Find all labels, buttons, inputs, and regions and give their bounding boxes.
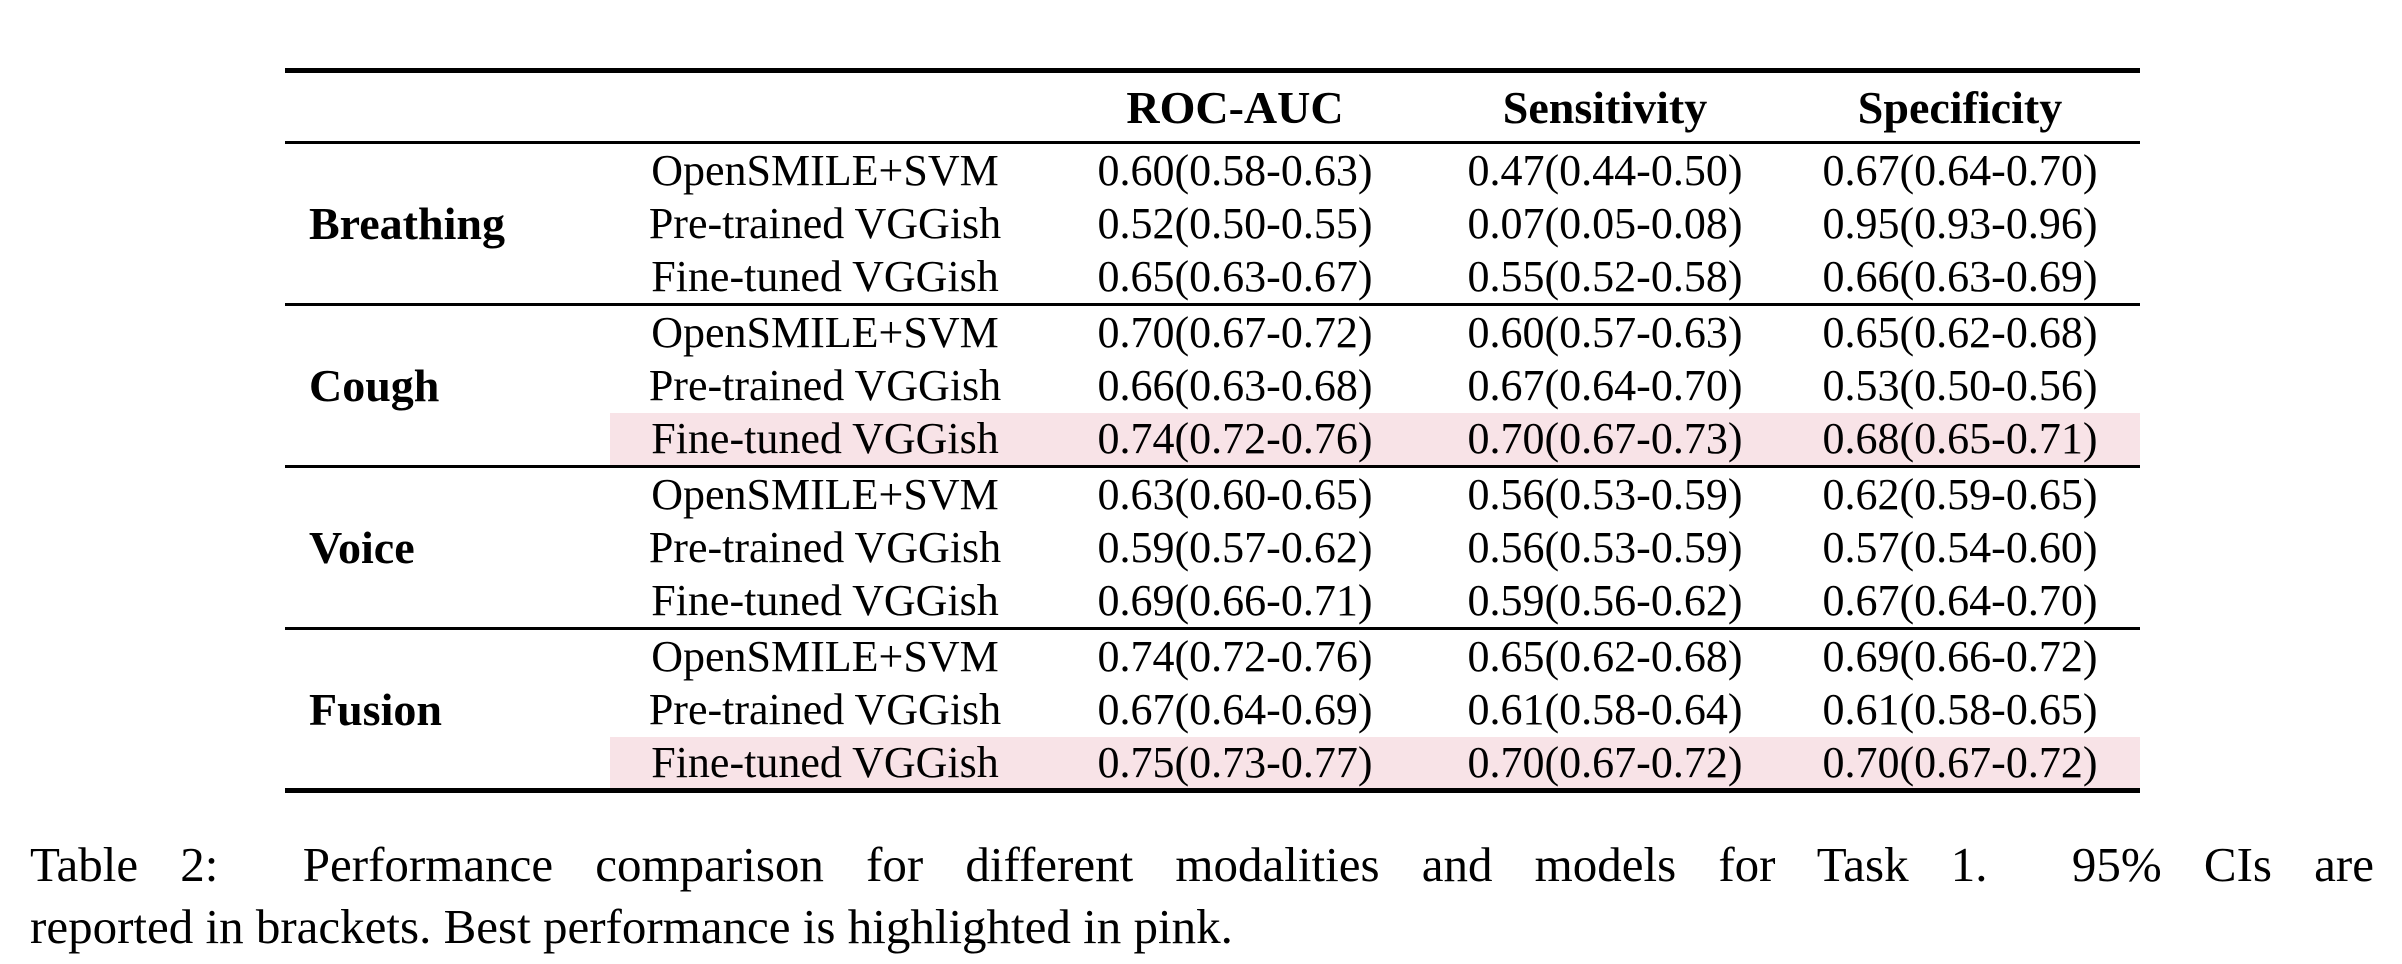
table-caption: Table 2: Performance comparison for diff…: [30, 834, 2374, 958]
modality-group-breathing: Breathing OpenSMILE+SVM 0.60(0.58-0.63) …: [285, 142, 2140, 305]
modality-label: Fusion: [285, 628, 610, 791]
cell-roc-auc: 0.69(0.66-0.71): [1097, 576, 1373, 626]
cell-specificity: 0.65(0.62-0.68): [1822, 307, 2098, 357]
cell-specificity: 0.67(0.64-0.70): [1822, 145, 2098, 195]
cell-specificity: 0.67(0.64-0.70): [1822, 576, 2098, 626]
modality-group-voice: Voice OpenSMILE+SVM 0.63(0.60-0.65) 0.56…: [285, 466, 2140, 629]
modality-group-cough: Cough OpenSMILE+SVM 0.70(0.67-0.72) 0.60…: [285, 304, 2140, 467]
cell-sensitivity: 0.56(0.53-0.59): [1467, 523, 1743, 572]
col-header-specificity: Specificity: [1857, 81, 2063, 133]
cell-model: OpenSMILE+SVM: [651, 631, 999, 681]
modality-group-fusion: Fusion OpenSMILE+SVM 0.74(0.72-0.76) 0.6…: [285, 628, 2140, 791]
table-row: Pre-trained VGGish 0.52(0.50-0.55) 0.07(…: [285, 197, 2140, 251]
cell-roc-auc: 0.75(0.73-0.77): [1040, 736, 1430, 791]
cell-roc-auc: 0.70(0.67-0.72): [1097, 307, 1373, 357]
cell-sensitivity: 0.07(0.05-0.08): [1467, 199, 1743, 248]
table-row: Fine-tuned VGGish 0.65(0.63-0.67) 0.55(0…: [285, 251, 2140, 305]
cell-sensitivity: 0.59(0.56-0.62): [1467, 576, 1743, 626]
cell-sensitivity: 0.47(0.44-0.50): [1467, 145, 1743, 195]
cell-specificity: 0.66(0.63-0.69): [1822, 252, 2098, 302]
cell-roc-auc: 0.67(0.64-0.69): [1097, 685, 1373, 734]
cell-sensitivity: 0.55(0.52-0.58): [1467, 252, 1743, 302]
col-header-empty-modality: [285, 71, 610, 143]
header-row: ROC-AUC Sensitivity Specificity: [285, 71, 2140, 143]
cell-specificity: 0.68(0.65-0.71): [1780, 412, 2140, 467]
table-row: Pre-trained VGGish 0.66(0.63-0.68) 0.67(…: [285, 359, 2140, 413]
cell-model: Fine-tuned VGGish: [651, 576, 999, 626]
cell-model: OpenSMILE+SVM: [651, 469, 999, 519]
table-row-highlighted: Fine-tuned VGGish 0.75(0.73-0.77) 0.70(0…: [285, 736, 2140, 791]
cell-model: OpenSMILE+SVM: [651, 145, 999, 195]
modality-label: Breathing: [285, 142, 610, 305]
cell-specificity: 0.62(0.59-0.65): [1822, 469, 2098, 519]
cell-sensitivity: 0.70(0.67-0.73): [1430, 412, 1780, 467]
performance-table: ROC-AUC Sensitivity Specificity Breathin…: [285, 68, 2140, 793]
cell-model: Fine-tuned VGGish: [651, 252, 999, 302]
table-row: Voice OpenSMILE+SVM 0.63(0.60-0.65) 0.56…: [285, 466, 2140, 629]
cell-roc-auc: 0.66(0.63-0.68): [1097, 361, 1373, 410]
cell-roc-auc: 0.74(0.72-0.76): [1040, 412, 1430, 467]
cell-roc-auc: 0.59(0.57-0.62): [1097, 523, 1373, 572]
cell-model: Pre-trained VGGish: [648, 199, 1002, 248]
cell-specificity: 0.69(0.66-0.72): [1822, 631, 2098, 681]
cell-model: OpenSMILE+SVM: [651, 307, 999, 357]
modality-label: Cough: [285, 304, 610, 467]
cell-sensitivity: 0.61(0.58-0.64): [1467, 685, 1743, 734]
table-row: Breathing OpenSMILE+SVM 0.60(0.58-0.63) …: [285, 142, 2140, 305]
cell-model: Fine-tuned VGGish: [610, 736, 1040, 791]
cell-roc-auc: 0.65(0.63-0.67): [1097, 252, 1373, 302]
cell-roc-auc: 0.74(0.72-0.76): [1097, 631, 1373, 681]
cell-sensitivity: 0.70(0.67-0.72): [1430, 736, 1780, 791]
cell-sensitivity: 0.67(0.64-0.70): [1467, 361, 1743, 410]
cell-model: Pre-trained VGGish: [648, 361, 1002, 410]
table-row: Cough OpenSMILE+SVM 0.70(0.67-0.72) 0.60…: [285, 304, 2140, 467]
cell-specificity: 0.57(0.54-0.60): [1822, 523, 2098, 572]
cell-roc-auc: 0.63(0.60-0.65): [1097, 469, 1373, 519]
cell-model: Pre-trained VGGish: [648, 523, 1002, 572]
cell-model: Fine-tuned VGGish: [610, 412, 1040, 467]
col-header-roc-auc: ROC-AUC: [1126, 81, 1344, 133]
cell-specificity: 0.53(0.50-0.56): [1822, 361, 2098, 410]
cell-sensitivity: 0.60(0.57-0.63): [1467, 307, 1743, 357]
cell-specificity: 0.70(0.67-0.72): [1780, 736, 2140, 791]
cell-specificity: 0.95(0.93-0.96): [1822, 199, 2098, 248]
modality-label: Voice: [285, 466, 610, 629]
cell-specificity: 0.61(0.58-0.65): [1822, 685, 2098, 734]
table-row: Fine-tuned VGGish 0.69(0.66-0.71) 0.59(0…: [285, 575, 2140, 629]
cell-roc-auc: 0.52(0.50-0.55): [1097, 199, 1373, 248]
col-header-empty-model: [610, 71, 1040, 143]
cell-roc-auc: 0.60(0.58-0.63): [1097, 145, 1373, 195]
col-header-sensitivity: Sensitivity: [1502, 81, 1708, 133]
table-row: Fusion OpenSMILE+SVM 0.74(0.72-0.76) 0.6…: [285, 628, 2140, 791]
cell-model: Pre-trained VGGish: [648, 685, 1002, 734]
cell-sensitivity: 0.56(0.53-0.59): [1467, 469, 1743, 519]
cell-sensitivity: 0.65(0.62-0.68): [1467, 631, 1743, 681]
table-row: Pre-trained VGGish 0.59(0.57-0.62) 0.56(…: [285, 521, 2140, 575]
caption-line-2: reported in brackets. Best performance i…: [30, 899, 1233, 955]
caption-line-1: Table 2: Performance comparison for diff…: [30, 837, 2374, 892]
table-row-highlighted: Fine-tuned VGGish 0.74(0.72-0.76) 0.70(0…: [285, 412, 2140, 467]
table-row: Pre-trained VGGish 0.67(0.64-0.69) 0.61(…: [285, 683, 2140, 737]
